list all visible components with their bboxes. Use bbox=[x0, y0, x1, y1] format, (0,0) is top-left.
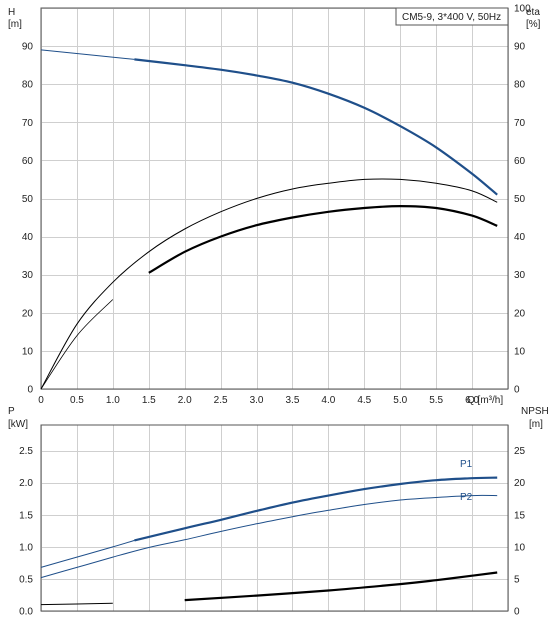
x-tick-label: 5.0 bbox=[393, 395, 407, 406]
x-tick-label: 3.5 bbox=[286, 395, 300, 406]
top-right-tick-label: 0 bbox=[514, 385, 520, 396]
top-right-tick-label: 10 bbox=[514, 346, 526, 357]
bottom-left-axis-unit: [kW] bbox=[8, 419, 28, 430]
efficiency-curve-upper bbox=[40, 178, 498, 390]
x-tick-label: 0.5 bbox=[70, 395, 84, 406]
top-right-tick-label: 50 bbox=[514, 194, 526, 205]
efficiency-curve-lower bbox=[148, 204, 498, 274]
power-p1-curve bbox=[134, 476, 498, 542]
top-right-tick-label: 40 bbox=[514, 232, 526, 243]
bottom-left-tick-label: 1.0 bbox=[19, 542, 33, 553]
top-right-axis-name: eta bbox=[526, 7, 540, 18]
bottom-right-tick-labels: 0 5 10 15 20 25 bbox=[514, 446, 526, 617]
top-plot-frame bbox=[40, 7, 509, 390]
bottom-right-tick-label: 15 bbox=[514, 510, 526, 521]
top-right-tick-label: 20 bbox=[514, 308, 526, 319]
bottom-plot-frame bbox=[40, 424, 509, 612]
top-left-axis-unit: [m] bbox=[8, 19, 22, 30]
series-label-p1: P1 bbox=[460, 459, 473, 470]
efficiency-curve-lower-thin bbox=[40, 299, 114, 390]
bottom-series-group bbox=[40, 476, 498, 606]
top-left-tick-label: 60 bbox=[22, 156, 34, 167]
x-tick-label: 2.0 bbox=[178, 395, 192, 406]
x-tick-label: 5.5 bbox=[429, 395, 443, 406]
x-tick-label: 1.5 bbox=[142, 395, 156, 406]
top-left-tick-label: 90 bbox=[22, 42, 34, 53]
top-left-tick-label: 20 bbox=[22, 308, 34, 319]
x-tick-label: 6.0 bbox=[465, 395, 479, 406]
npsh-curve-thin bbox=[40, 602, 113, 606]
top-series-group bbox=[40, 49, 498, 390]
bottom-left-tick-label: 0.0 bbox=[19, 607, 33, 618]
bottom-right-tick-label: 25 bbox=[514, 446, 526, 457]
bottom-left-tick-labels: 0.0 0.5 1.0 1.5 2.0 2.5 bbox=[19, 446, 33, 617]
top-right-axis-unit: [%] bbox=[526, 19, 541, 30]
bottom-left-tick-label: 0.5 bbox=[19, 574, 33, 585]
top-left-tick-labels: 0 10 20 30 40 50 60 70 80 90 bbox=[22, 42, 34, 396]
bottom-right-axis-unit: [m] bbox=[529, 419, 543, 430]
top-right-tick-label: 70 bbox=[514, 118, 526, 129]
x-tick-label: 2.5 bbox=[214, 395, 228, 406]
bottom-right-tick-label: 5 bbox=[514, 574, 520, 585]
top-right-tick-label: 80 bbox=[514, 80, 526, 91]
top-left-tick-label: 10 bbox=[22, 346, 34, 357]
x-tick-label: 4.5 bbox=[357, 395, 371, 406]
x-axis-label: Q [m³/h] bbox=[467, 395, 503, 406]
chart-title-box bbox=[395, 7, 509, 26]
bottom-right-tick-label: 0 bbox=[514, 607, 520, 618]
bottom-right-axis-name: NPSH bbox=[521, 406, 549, 417]
top-right-tick-labels: 0 10 20 30 40 50 60 70 80 90 100 bbox=[514, 4, 531, 396]
x-tick-label: 4.0 bbox=[321, 395, 335, 406]
head-curve bbox=[134, 58, 498, 196]
npsh-curve bbox=[184, 571, 498, 602]
top-left-tick-label: 70 bbox=[22, 118, 34, 129]
bottom-left-tick-label: 2.5 bbox=[19, 446, 33, 457]
bottom-left-axis-name: P bbox=[8, 406, 15, 417]
bottom-left-tick-label: 2.0 bbox=[19, 478, 33, 489]
bottom-left-tick-label: 1.5 bbox=[19, 510, 33, 521]
chart-title: CM5-9, 3*400 V, 50Hz bbox=[402, 12, 501, 23]
bottom-right-tick-label: 20 bbox=[514, 478, 526, 489]
bottom-plot-power-npsh: P [kW] NPSH [m] 0.0 0.5 1.0 1.5 2.0 2.5 0 5 10 1… bbox=[8, 406, 549, 618]
top-left-tick-label: 50 bbox=[22, 194, 34, 205]
x-tick-labels: 0 0.5 1.0 1.5 2.0 2.5 3.0 3.5 4.0 4.5 5.0 5.5 6.0 bbox=[38, 395, 479, 406]
top-right-tick-label: 90 bbox=[514, 42, 526, 53]
head-curve-thin bbox=[40, 49, 135, 60]
power-p1-curve-thin bbox=[40, 539, 135, 568]
top-left-tick-label: 30 bbox=[22, 270, 34, 281]
power-p2-curve bbox=[40, 494, 498, 579]
top-left-axis-name: H bbox=[8, 7, 15, 18]
top-plot-h-eta: H [m] eta [%] CM5-9, 3*400 V, 50Hz 0 10 20… bbox=[8, 4, 541, 407]
series-label-p2: P2 bbox=[460, 492, 473, 503]
top-left-tick-label: 80 bbox=[22, 80, 34, 91]
top-right-tick-label: 60 bbox=[514, 156, 526, 167]
x-tick-label: 3.0 bbox=[250, 395, 264, 406]
top-left-tick-label: 40 bbox=[22, 232, 34, 243]
top-left-tick-label: 0 bbox=[27, 385, 33, 396]
bottom-right-tick-label: 10 bbox=[514, 542, 526, 553]
x-tick-label: 1.0 bbox=[106, 395, 120, 406]
top-right-tick-label: 30 bbox=[514, 270, 526, 281]
x-tick-label: 0 bbox=[38, 395, 44, 406]
top-right-tick-label: 100 bbox=[514, 4, 531, 15]
